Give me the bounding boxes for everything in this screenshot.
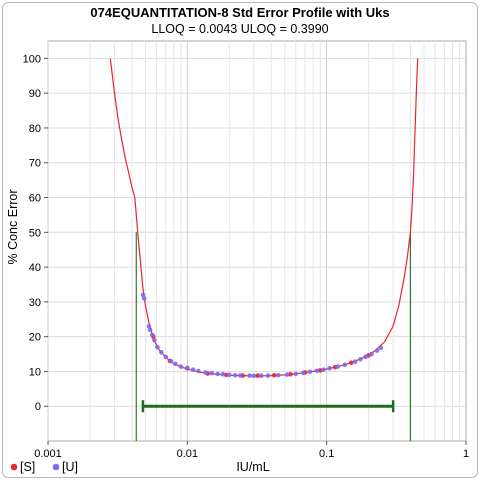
y-tick-label: 80: [29, 123, 41, 135]
chart-subtitle: LLOQ = 0.0043 ULOQ = 0.3990: [151, 22, 328, 36]
data-point: [255, 373, 261, 378]
data-point: [155, 344, 160, 350]
data-point: [284, 372, 290, 377]
data-point: [196, 368, 201, 374]
data-point: [190, 367, 196, 372]
data-point: [152, 337, 157, 343]
y-axis-ticks: 0 10 20 30 40 50 60 70 80 90 100: [23, 53, 48, 413]
data-point: [141, 296, 147, 301]
data-point: [378, 345, 384, 351]
data-point: [342, 362, 348, 368]
data-point: [374, 348, 380, 353]
y-tick-label: 90: [29, 88, 41, 100]
data-point: [265, 373, 271, 378]
data-point: [226, 372, 232, 378]
data-point: [232, 372, 238, 378]
data-point: [293, 371, 299, 377]
data-point: [140, 292, 146, 298]
data-points: [140, 292, 384, 379]
data-point: [173, 361, 178, 367]
data-point: [363, 354, 368, 360]
series-u: [140, 292, 384, 379]
data-point: [369, 351, 374, 357]
y-tick-label: 30: [29, 297, 41, 309]
chart-title: 074EQUANTITATION-8 Std Error Profile wit…: [90, 5, 389, 20]
data-point: [163, 354, 169, 360]
x-tick-label: 0.001: [34, 448, 62, 460]
y-tick-label: 70: [29, 158, 41, 170]
data-point: [276, 372, 281, 378]
legend: [S] [U]: [10, 460, 78, 474]
data-point: [203, 370, 208, 375]
data-point: [209, 370, 215, 376]
data-point: [168, 358, 174, 364]
x-tick-label: 0.01: [177, 448, 198, 460]
data-point: [178, 364, 184, 369]
data-point: [238, 373, 243, 378]
loq-lines: [135, 232, 412, 441]
legend-label-u: [U]: [62, 460, 78, 474]
plot-area: [47, 40, 467, 442]
data-point: [259, 373, 264, 378]
y-tick-label: 100: [23, 53, 41, 65]
y-tick-label: 20: [29, 332, 41, 344]
x-axis-ticks: 0.001 0.01 0.1 1: [34, 441, 469, 460]
data-point: [220, 371, 226, 377]
data-point: [149, 332, 155, 338]
data-point: [335, 364, 340, 369]
y-tick-label: 50: [29, 227, 41, 239]
y-axis-label: % Conc Error: [6, 189, 20, 264]
data-point: [147, 327, 153, 332]
grid-lines: [47, 41, 466, 441]
data-point: [158, 350, 164, 355]
quantitation-range-bar: [141, 400, 395, 413]
data-point: [358, 356, 363, 362]
legend-marker-u: [52, 463, 60, 471]
y-tick-label: 60: [29, 193, 41, 205]
legend-label-s: [S]: [20, 460, 35, 474]
data-point: [301, 370, 306, 376]
data-point: [352, 359, 358, 364]
y-tick-label: 40: [29, 262, 41, 274]
x-tick-label: 0.1: [319, 448, 334, 460]
x-tick-label: 1: [463, 448, 469, 460]
data-point: [348, 360, 354, 366]
data-point: [251, 373, 257, 379]
data-point: [271, 372, 277, 378]
data-point: [288, 371, 293, 377]
data-point: [146, 323, 152, 329]
data-point: [215, 371, 220, 377]
legend-marker-s: [10, 463, 18, 471]
data-point: [247, 373, 252, 378]
y-tick-label: 10: [29, 366, 41, 378]
data-point: [307, 369, 313, 375]
data-point: [327, 366, 332, 371]
data-point: [321, 367, 326, 372]
y-tick-label: 0: [35, 401, 41, 413]
x-axis-label: IU/mL: [236, 460, 269, 474]
data-point: [185, 365, 190, 371]
data-point: [314, 368, 320, 374]
